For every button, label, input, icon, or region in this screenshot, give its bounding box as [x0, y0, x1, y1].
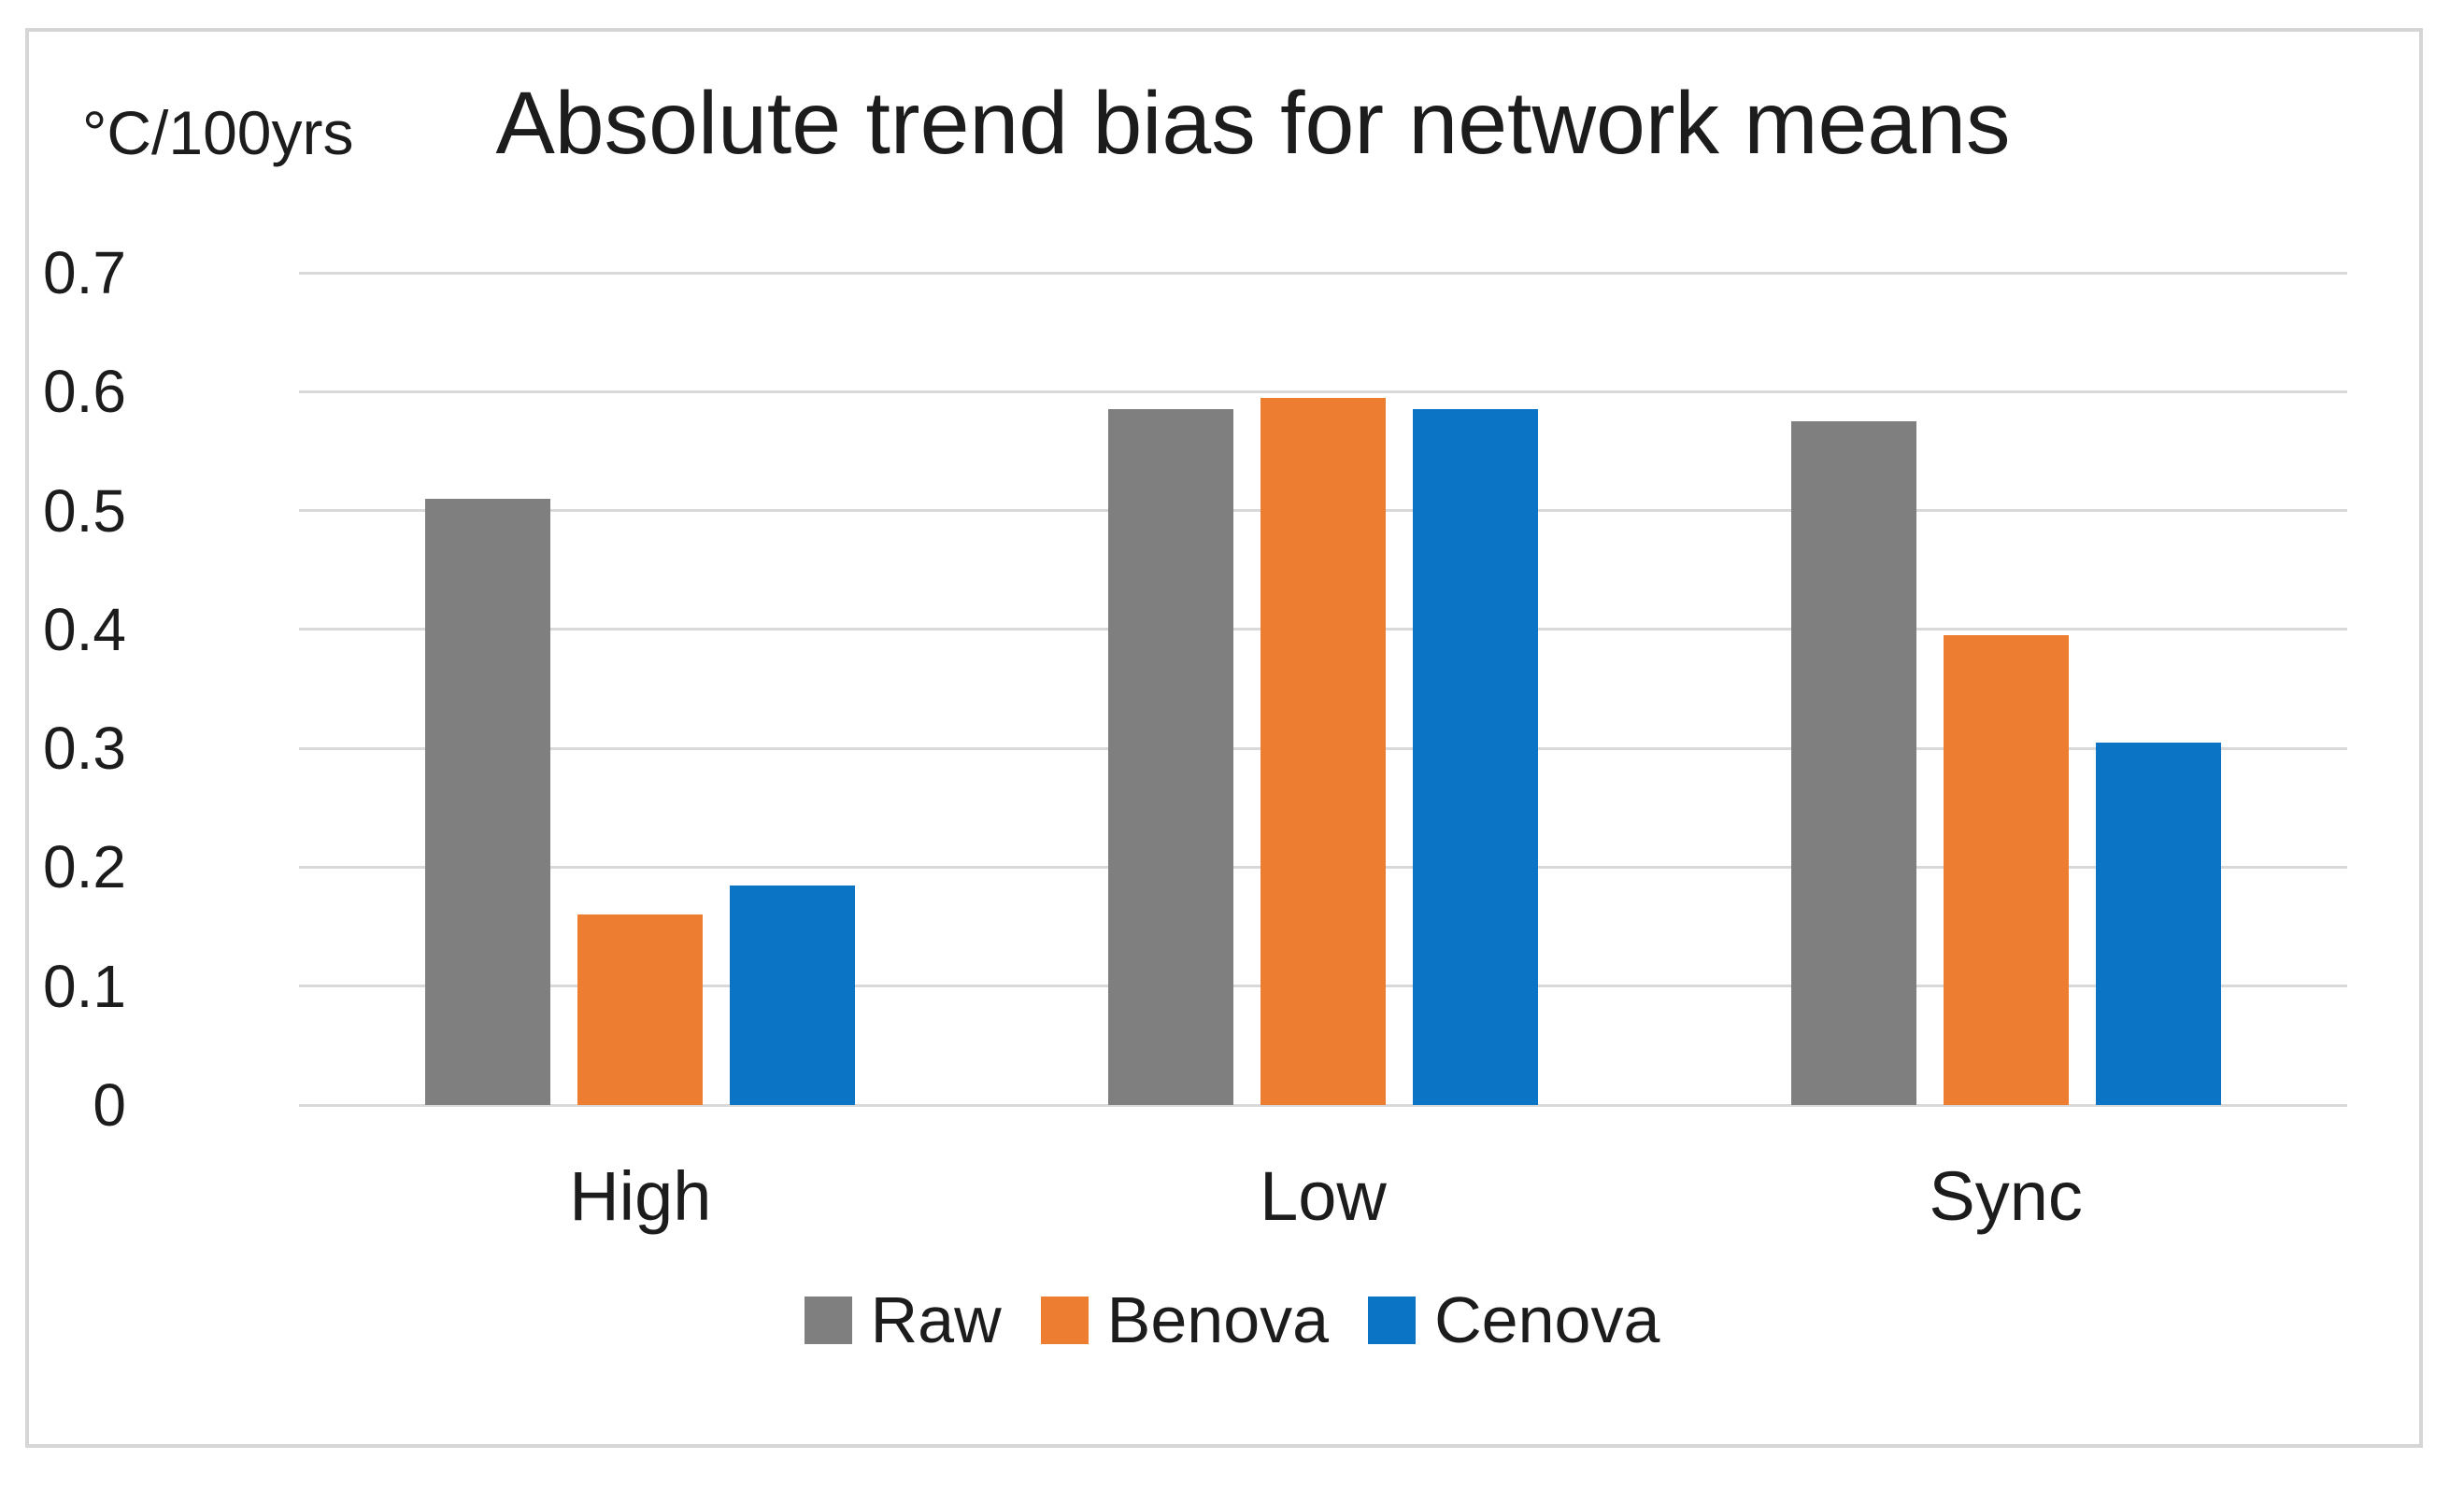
y-tick-label-0: 0	[93, 1071, 126, 1139]
legend-item-cenova: Cenova	[1368, 1287, 1659, 1353]
legend-swatch-benova-icon	[1040, 1296, 1089, 1344]
chart-title: Absolute trend bias for network means	[495, 74, 2011, 173]
legend-swatch-cenova-icon	[1368, 1296, 1417, 1344]
bar-benova-sync	[1943, 635, 2069, 1105]
bar-cenova-high	[730, 885, 856, 1105]
gridline-0.7	[299, 271, 2347, 275]
bar-cenova-low	[1413, 409, 1538, 1105]
y-tick-label-0.5: 0.5	[43, 476, 126, 545]
bar-cenova-sync	[2095, 742, 2221, 1105]
gridline-0.6	[299, 390, 2347, 393]
x-axis-label-sync: Sync	[1929, 1157, 2083, 1235]
bar-raw-low	[1108, 409, 1233, 1105]
y-tick-label-0.3: 0.3	[43, 715, 126, 783]
bar-raw-sync	[1790, 421, 1916, 1105]
legend-label-cenova: Cenova	[1434, 1283, 1660, 1356]
y-tick-label-0.2: 0.2	[43, 833, 126, 901]
legend: Raw Benova Cenova	[0, 1287, 2464, 1353]
x-axis-label-high: High	[569, 1157, 712, 1235]
gridline-0	[299, 1103, 2347, 1107]
legend-item-benova: Benova	[1040, 1283, 1330, 1356]
legend-label-benova: Benova	[1106, 1283, 1330, 1356]
y-tick-label-0.6: 0.6	[43, 358, 126, 426]
plot-area: 0 0.1 0.2 0.3 0.4 0.5 0.6 0.7	[43, 243, 2347, 1135]
legend-label-raw: Raw	[870, 1283, 1002, 1356]
legend-item-raw: Raw	[804, 1283, 1002, 1356]
bar-raw-high	[425, 498, 551, 1105]
y-tick-label-0.1: 0.1	[43, 952, 126, 1020]
y-axis-unit-label: °C/100yrs	[82, 98, 354, 167]
x-axis-label-low: Low	[1260, 1157, 1387, 1235]
y-tick-label-0.7: 0.7	[43, 239, 126, 306]
y-tick-label-0.4: 0.4	[43, 595, 126, 663]
legend-swatch-raw-icon	[804, 1296, 852, 1344]
bar-benova-low	[1260, 397, 1386, 1105]
bar-benova-high	[577, 914, 704, 1105]
